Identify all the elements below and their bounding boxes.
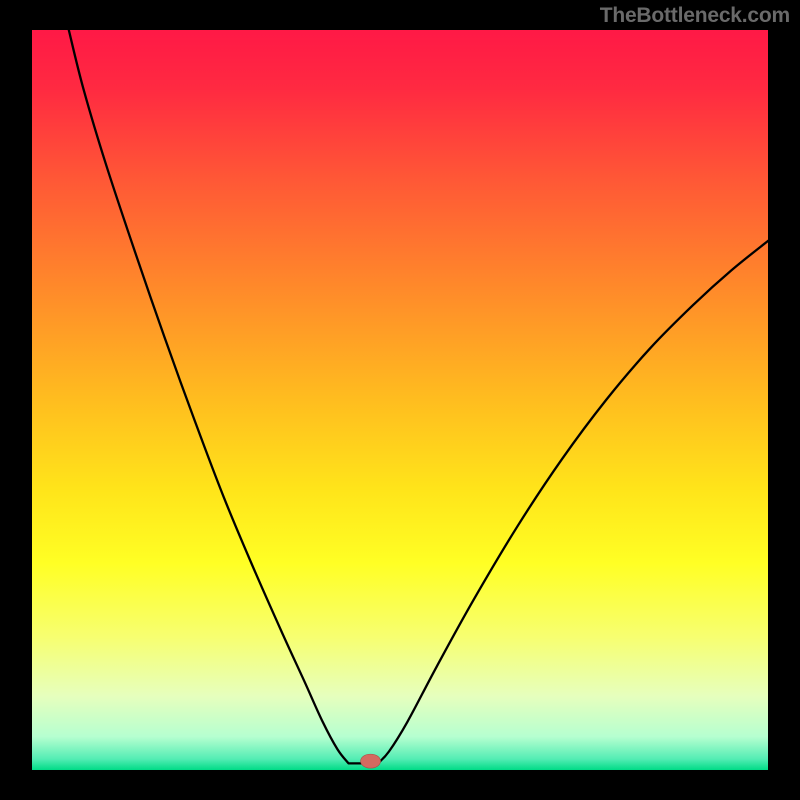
optimal-point-marker [361, 754, 381, 768]
gradient-background [32, 30, 768, 770]
chart-frame: TheBottleneck.com [0, 0, 800, 800]
bottleneck-chart [32, 30, 768, 770]
watermark-text: TheBottleneck.com [600, 4, 790, 28]
